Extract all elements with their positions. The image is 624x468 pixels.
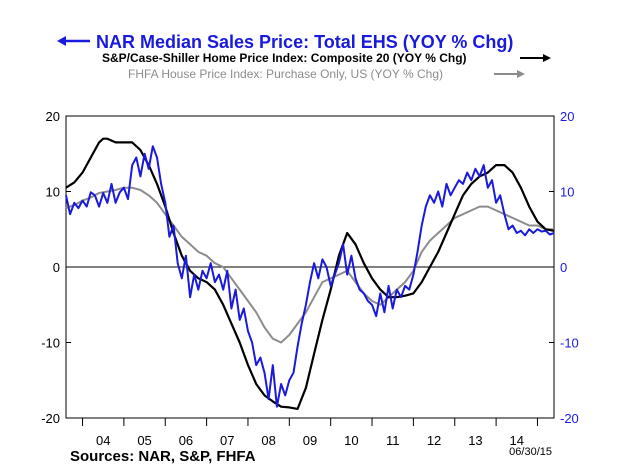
y-right-tick-label: 20 [560, 109, 574, 124]
x-tick-label: 11 [386, 433, 400, 448]
legend-item-nar: NAR Median Sales Price: Total EHS (YOY %… [57, 32, 513, 52]
y-right-tick-label: 10 [560, 185, 574, 200]
y-left-tick-label: -10 [41, 336, 60, 351]
legend-label-fhfa: FHFA House Price Index: Purchase Only, U… [128, 67, 443, 81]
x-tick-label: 06 [179, 433, 193, 448]
legend-item-case-shiller: S&P/Case-Shiller Home Price Index: Compo… [102, 51, 551, 65]
series-line-case-shiller [65, 137, 555, 410]
y-axis-right: 20 10 0 -10 -20 [549, 109, 579, 426]
legend: NAR Median Sales Price: Total EHS (YOY %… [57, 32, 551, 81]
series-line-nar [65, 145, 555, 408]
y-right-tick-label: 0 [560, 260, 567, 275]
x-tick-label: 09 [303, 433, 317, 448]
sources-note: Sources: NAR, S&P, FHFA [70, 448, 256, 465]
legend-label-nar: NAR Median Sales Price: Total EHS (YOY %… [96, 32, 513, 52]
legend-label-case-shiller: S&P/Case-Shiller Home Price Index: Compo… [102, 51, 467, 65]
x-axis: 04 05 06 07 08 09 10 11 12 13 14 [82, 418, 538, 448]
y-right-tick-label: -10 [560, 336, 579, 351]
legend-arrowhead-left [57, 36, 66, 46]
legend-item-fhfa: FHFA House Price Index: Purchase Only, U… [128, 67, 525, 81]
x-tick-label: 12 [427, 433, 441, 448]
x-tick-label: 04 [96, 433, 110, 448]
x-tick-label: 05 [137, 433, 151, 448]
series-group [65, 137, 555, 410]
legend-arrowhead-right-gray [517, 70, 525, 78]
y-right-tick-label: -20 [560, 411, 579, 426]
x-tick-label: 10 [344, 433, 358, 448]
y-left-tick-label: 10 [46, 185, 60, 200]
y-left-tick-label: 0 [53, 260, 60, 275]
date-stamp: 06/30/15 [509, 446, 552, 458]
y-left-tick-label: -20 [41, 411, 60, 426]
x-tick-label: 13 [468, 433, 482, 448]
x-tick-label: 07 [220, 433, 234, 448]
legend-arrowhead-right [543, 54, 551, 62]
y-axis-left: 20 10 0 -10 -20 [41, 109, 71, 426]
x-tick-label: 08 [261, 433, 275, 448]
y-left-tick-label: 20 [46, 109, 60, 124]
series-line-fhfa [65, 186, 554, 344]
x-tick-label: 14 [510, 433, 524, 448]
